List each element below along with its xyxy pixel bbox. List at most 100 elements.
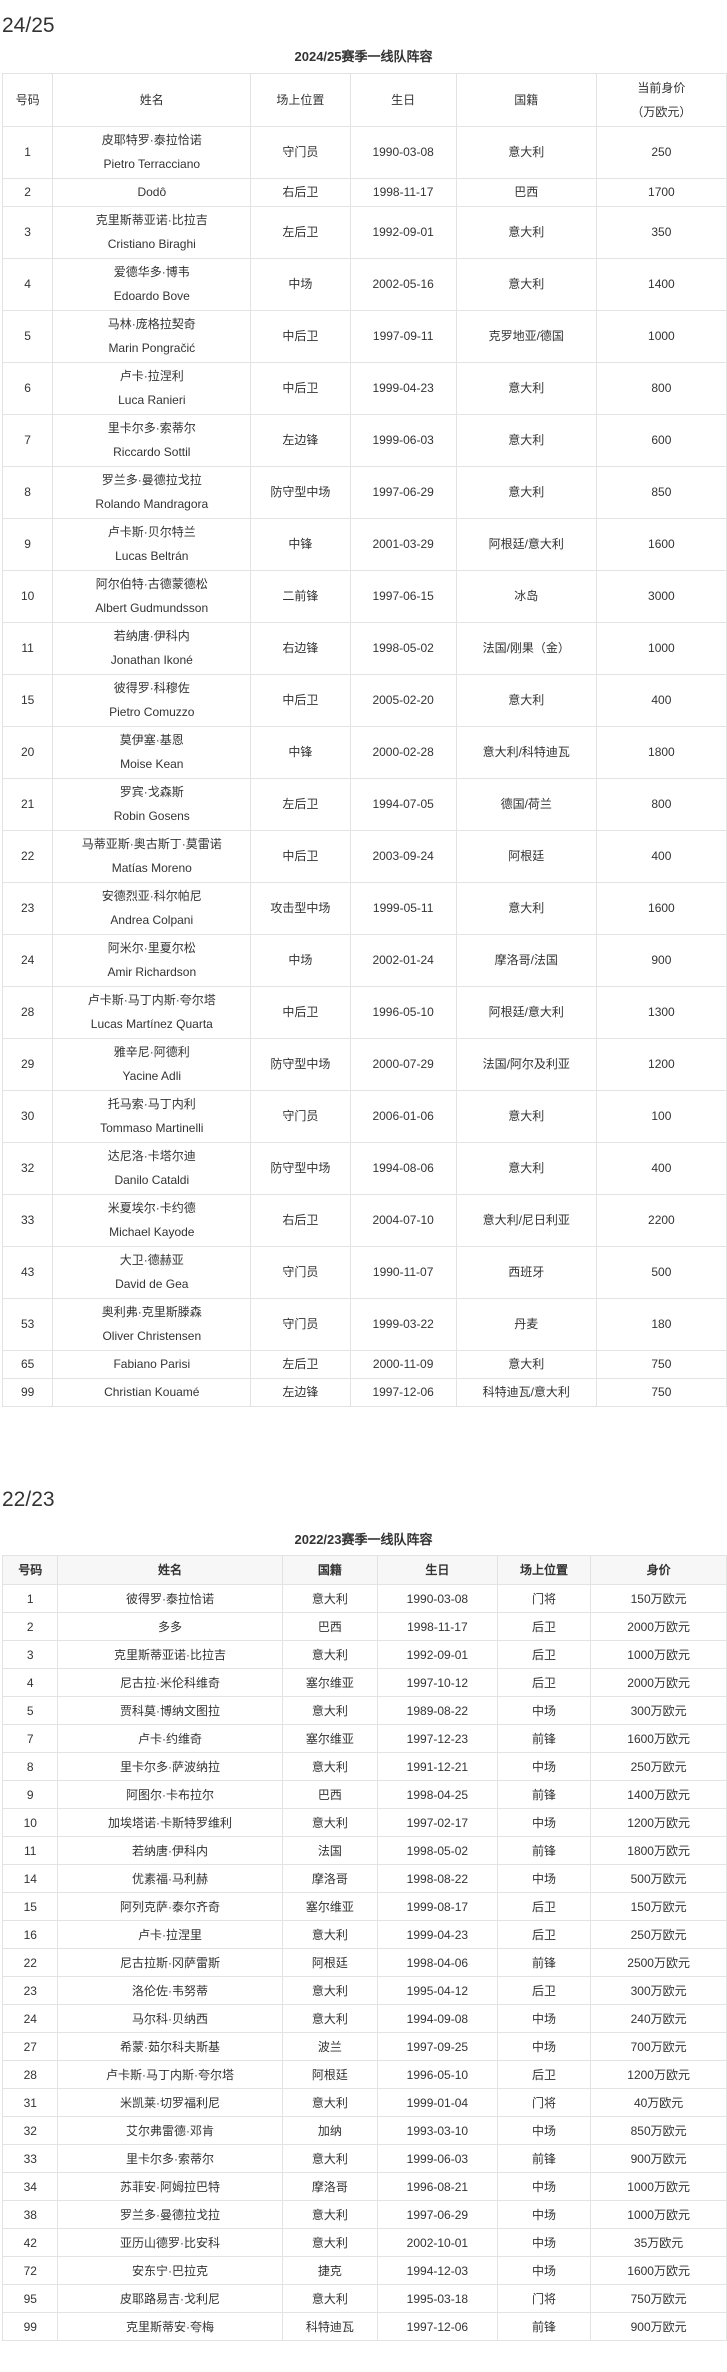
- cell-birthday: 1998-05-02: [349, 622, 457, 675]
- cell-number: 11: [1, 1836, 59, 1865]
- cell-position: 中场: [496, 2116, 592, 2145]
- cell-name: 阿尔伯特·古德蒙德松 Albert Gudmundsson: [52, 570, 252, 623]
- cell-number: 29: [1, 1038, 54, 1091]
- cell-number: 24: [1, 934, 54, 987]
- cell-name: 雅辛尼·阿德利 Yacine Adli: [52, 1038, 252, 1091]
- cell-market-value: 2000万欧元: [590, 1612, 727, 1641]
- player-name-chinese: 阿米尔·里夏尔松: [107, 941, 196, 955]
- player-name-english: David de Gea: [115, 1277, 189, 1291]
- cell-name: 彼得罗·泰拉恰诺: [57, 1584, 283, 1613]
- cell-birthday: 1995-04-12: [377, 1976, 498, 2005]
- table-row: 7 卢卡·约维奇 塞尔维亚 1997-12-23 前锋 1600万欧元: [1, 1724, 727, 1753]
- cell-birthday: 2001-03-29: [349, 518, 457, 571]
- cell-market-value: 2000万欧元: [590, 1668, 727, 1697]
- table-row: 4 尼古拉·米伦科维奇 塞尔维亚 1997-10-12 后卫 2000万欧元: [1, 1668, 727, 1697]
- cell-number: 72: [1, 2256, 59, 2285]
- cell-number: 33: [1, 2144, 59, 2173]
- cell-position: 守门员: [250, 1298, 351, 1351]
- header-market-value-line1: 当前身价: [637, 80, 686, 95]
- cell-nationality: 意大利: [455, 1142, 597, 1195]
- player-name-chinese: 奥利弗·克里斯滕森: [101, 1305, 202, 1319]
- cell-nationality: 加纳: [281, 2116, 379, 2145]
- table-row: 11 若纳唐·伊科内 法国 1998-05-02 前锋 1800万欧元: [1, 1836, 727, 1865]
- cell-market-value: 1400万欧元: [590, 1780, 727, 1809]
- header-nationality: 国籍: [455, 73, 597, 127]
- cell-market-value: 500: [595, 1246, 727, 1299]
- table-row: 9 阿图尔·卡布拉尔 巴西 1998-04-25 前锋 1400万欧元: [1, 1780, 727, 1809]
- cell-market-value: 40万欧元: [590, 2088, 727, 2117]
- cell-nationality: 波兰: [281, 2032, 379, 2061]
- player-name-english: Michael Kayode: [109, 1225, 195, 1239]
- table-row: 29 雅辛尼·阿德利 Yacine Adli 防守型中场 2000-07-29 法国/阿尔…: [1, 1038, 727, 1091]
- cell-market-value: 2200: [595, 1194, 727, 1247]
- cell-nationality: 西班牙: [455, 1246, 597, 1299]
- cell-position: 中场: [496, 2200, 592, 2229]
- player-name-english: Albert Gudmundsson: [95, 601, 209, 615]
- table-row: 24 马尔科·贝纳西 意大利 1994-09-08 中场 240万欧元: [1, 2004, 727, 2033]
- cell-position: 守门员: [250, 1246, 351, 1299]
- cell-nationality: 法国/阿尔及利亚: [455, 1038, 597, 1091]
- cell-number: 20: [1, 726, 54, 779]
- cell-birthday: 2002-10-01: [377, 2228, 498, 2257]
- cell-nationality: 科特迪瓦/意大利: [455, 1378, 597, 1407]
- cell-number: 8: [1, 466, 54, 519]
- cell-nationality: 冰岛: [455, 570, 597, 623]
- player-name-chinese: 克里斯蒂亚诺·比拉吉: [95, 213, 208, 227]
- cell-name: 安东宁·巴拉克: [57, 2256, 283, 2285]
- cell-name: 卢卡·拉涅利 Luca Ranieri: [52, 362, 252, 415]
- player-name-english: Danilo Cataldi: [114, 1173, 190, 1187]
- cell-nationality: 意大利: [281, 1920, 379, 1949]
- cell-name: 加埃塔诺·卡斯特罗维利: [57, 1808, 283, 1837]
- cell-number: 2: [1, 1612, 59, 1641]
- table-row: 10 加埃塔诺·卡斯特罗维利 意大利 1997-02-17 中场 1200万欧元: [1, 1808, 727, 1837]
- cell-number: 31: [1, 2088, 59, 2117]
- cell-position: 后卫: [496, 2060, 592, 2089]
- cell-name: 罗兰多·曼德拉戈拉 Rolando Mandragora: [52, 466, 252, 519]
- cell-market-value: 150万欧元: [590, 1584, 727, 1613]
- roster-table-2223: 号码 姓名 国籍 生日 场上位置 身价 1 彼得罗·泰拉恰诺 意大利 1990-03-…: [1, 1555, 727, 2341]
- table-row: 22 马蒂亚斯·奥古斯丁·莫雷诺 Matías Moreno 中后卫 2003-09-2…: [1, 830, 727, 883]
- cell-market-value: 850万欧元: [590, 2116, 727, 2145]
- cell-birthday: 1995-03-18: [377, 2284, 498, 2313]
- cell-number: 23: [1, 1976, 59, 2005]
- table-row: 4 爱德华多·博韦 Edoardo Bove 中场 2002-05-16 意大利 1400: [1, 258, 727, 311]
- cell-nationality: 意大利: [281, 1640, 379, 1669]
- table-row: 22 尼古拉斯·冈萨雷斯 阿根廷 1998-04-06 前锋 2500万欧元: [1, 1948, 727, 1977]
- cell-position: 门将: [496, 2088, 592, 2117]
- cell-number: 42: [1, 2228, 59, 2257]
- player-name-chinese: 若纳唐·伊科内: [113, 629, 190, 643]
- cell-name: 卢卡·约维奇: [57, 1724, 283, 1753]
- header-market-value: 当前身价 （万欧元）: [595, 73, 727, 127]
- cell-market-value: 750万欧元: [590, 2284, 727, 2313]
- cell-nationality: 意大利: [455, 206, 597, 259]
- cell-number: 10: [1, 1808, 59, 1837]
- cell-number: 43: [1, 1246, 54, 1299]
- player-name-english: Lucas Martínez Quarta: [90, 1017, 213, 1031]
- cell-name: 克里斯蒂安·夸梅: [57, 2312, 283, 2341]
- cell-birthday: 1997-02-17: [377, 1808, 498, 1837]
- table-header-row: 号码 姓名 场上位置 生日 国籍 当前身价 （万欧元）: [1, 73, 727, 127]
- cell-number: 8: [1, 1752, 59, 1781]
- cell-position: 后卫: [496, 1612, 592, 1641]
- table-row: 16 卢卡·拉涅里 意大利 1999-04-23 后卫 250万欧元: [1, 1920, 727, 1949]
- cell-number: 38: [1, 2200, 59, 2229]
- cell-name: 奥利弗·克里斯滕森 Oliver Christensen: [52, 1298, 252, 1351]
- cell-nationality: 意大利: [281, 1696, 379, 1725]
- cell-birthday: 1998-08-22: [377, 1864, 498, 1893]
- player-name-chinese: 里卡尔多·索蒂尔: [107, 421, 196, 435]
- cell-market-value: 35万欧元: [590, 2228, 727, 2257]
- player-name-english: Dodô: [137, 185, 167, 199]
- player-name-english: Yacine Adli: [122, 1069, 182, 1083]
- cell-market-value: 1000: [595, 622, 727, 675]
- cell-birthday: 1992-09-01: [377, 1640, 498, 1669]
- player-name-english: Pietro Terracciano: [103, 157, 201, 171]
- cell-name: 阿图尔·卡布拉尔: [57, 1780, 283, 1809]
- cell-market-value: 900万欧元: [590, 2312, 727, 2341]
- cell-number: 65: [1, 1350, 54, 1379]
- cell-nationality: 克罗地亚/德国: [455, 310, 597, 363]
- cell-birthday: 1999-03-22: [349, 1298, 457, 1351]
- table-row: 32 艾尔弗雷德·邓肯 加纳 1993-03-10 中场 850万欧元: [1, 2116, 727, 2145]
- cell-position: 中场: [496, 2032, 592, 2061]
- cell-nationality: 法国/刚果（金）: [455, 622, 597, 675]
- cell-name: Dodô: [52, 178, 252, 207]
